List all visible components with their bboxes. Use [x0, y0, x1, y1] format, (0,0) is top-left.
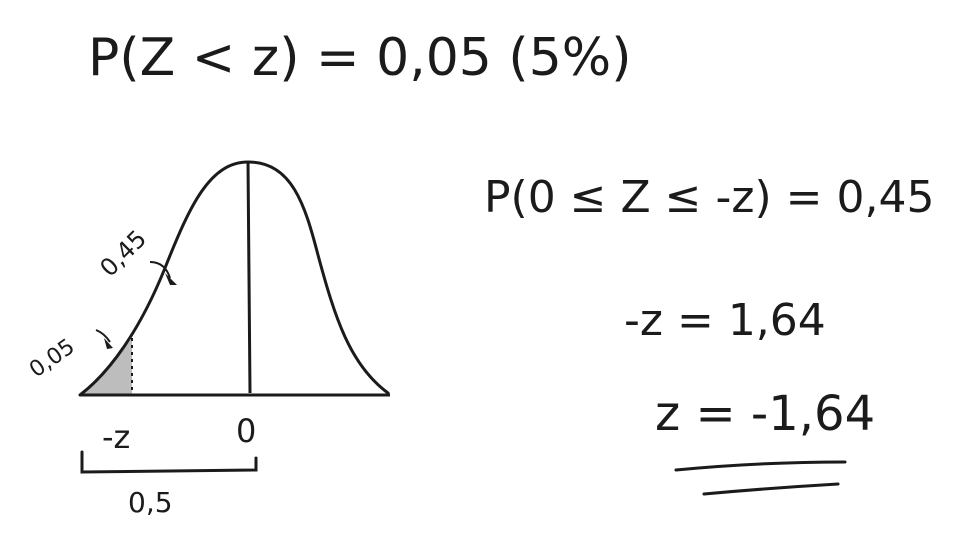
bracket [80, 450, 258, 474]
bell-curve [78, 160, 390, 397]
shaded-tail-area [80, 338, 132, 395]
arrow-005-stroke [95, 329, 111, 343]
title-equation: P(Z < z) = 0,05 (5%) [88, 28, 632, 88]
arrow-045-stroke [149, 261, 171, 279]
label-005: 0,05 [25, 334, 79, 383]
arrow-005-head [104, 338, 113, 349]
mean-line [246, 161, 252, 394]
tick-label-neg-z: -z [102, 418, 130, 456]
bracket-label: 0,5 [128, 486, 173, 519]
underline-1 [674, 460, 847, 472]
equation-line-1: P(0 ≤ Z ≤ -z) = 0,45 [484, 172, 934, 223]
underline-2 [702, 482, 840, 496]
tick-label-zero: 0 [236, 412, 256, 450]
equation-line-2: -z = 1,64 [624, 295, 826, 346]
label-045: 0,45 [94, 225, 152, 283]
equation-line-3: z = -1,64 [655, 386, 875, 442]
arrow-045-head [165, 273, 177, 285]
